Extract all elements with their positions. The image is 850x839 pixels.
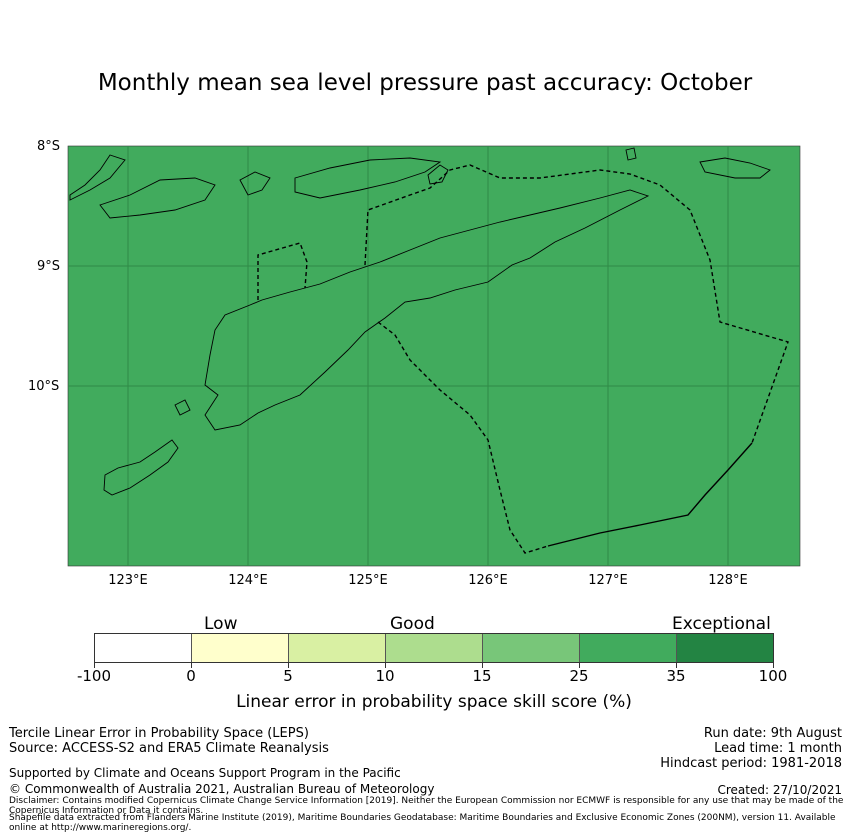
pantar-coastline [239,171,271,196]
colorbar-tick: -100 [76,667,112,685]
colorbar-segment-1 [95,634,192,662]
colorbar-segment-2 [192,634,289,662]
lon-label-126e: 126°E [468,573,508,588]
lon-label-127e: 127°E [588,573,628,588]
category-good: Good [390,614,435,634]
eez-solid-south [547,442,753,547]
timor-coastline [204,189,650,431]
colorbar [94,633,774,663]
eez-boundary [257,164,789,554]
eez-dashed-south [377,321,549,554]
lon-label-125e: 125°E [348,573,388,588]
colorbar-tick: 10 [375,667,395,685]
flores-east-coastline [99,177,216,219]
chart-title: Monthly mean sea level pressure past acc… [97,70,753,96]
colorbar-tick: 15 [472,667,492,685]
map-background [67,145,801,567]
category-exceptional: Exceptional [672,614,771,634]
alor-coastline [69,154,126,201]
colorbar-tick: 25 [569,667,589,685]
colorbar-tick: 5 [283,667,293,685]
colorbar-tick: 35 [666,667,686,685]
footer-source: Source: ACCESS-S2 and ERA5 Climate Reana… [9,741,329,756]
lon-label-128e: 128°E [708,573,748,588]
colorbar-segment-6 [580,634,677,662]
colorbar-label: Linear error in probability space skill … [236,692,632,712]
eez-dashed-north [257,242,308,300]
lat-label-9s: 9°S [37,259,61,274]
footer-disclaimer: Disclaimer: Contains modified Copernicus… [9,796,844,816]
footer-run-date: Run date: 9th August [703,726,842,741]
footer-support: Supported by Climate and Oceans Support … [9,766,401,780]
rote-island-coastline [103,439,179,496]
colorbar-tick: 100 [758,667,788,685]
footer-hindcast: Hindcast period: 1981-2018 [660,756,842,771]
coastlines [69,147,771,496]
skill-map [67,145,801,567]
kisar-coastline [625,147,637,161]
lat-label-10s: 10°S [28,379,60,394]
colorbar-segment-3 [289,634,386,662]
footer-shapefile: Shapefile data extracted from Flanders M… [9,813,836,833]
islet-coastline-1 [174,399,191,416]
colorbar-segment-4 [386,634,483,662]
footer-lead-time: Lead time: 1 month [714,741,842,756]
footer-created: Created: 27/10/2021 [717,783,842,797]
colorbar-segment-5 [483,634,580,662]
leti-coastline [699,157,771,179]
map-gridlines [68,146,800,566]
colorbar-tick: 0 [186,667,196,685]
atauro-coastline [427,164,449,185]
lon-label-123e: 123°E [108,573,148,588]
colorbar-segment-7 [677,634,773,662]
lon-label-124e: 124°E [228,573,268,588]
lat-label-8s: 8°S [37,139,61,154]
footer-method: Tercile Linear Error in Probability Spac… [9,726,309,741]
category-low: Low [204,614,238,634]
footer-copyright: © Commonwealth of Australia 2021, Austra… [9,782,435,796]
wetar-coastline [294,157,442,199]
